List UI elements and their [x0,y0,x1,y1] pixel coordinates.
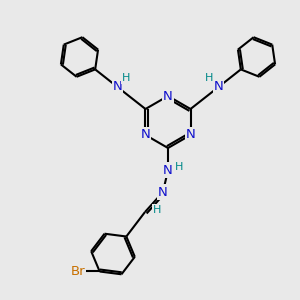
Text: N: N [214,80,224,94]
Text: H: H [205,73,214,83]
Text: Br: Br [70,265,85,278]
Text: N: N [186,128,195,142]
Text: N: N [112,80,122,94]
Text: H: H [175,162,183,172]
Text: N: N [141,128,150,142]
Text: H: H [153,205,161,215]
Text: N: N [158,185,168,199]
Text: H: H [122,73,131,83]
Text: N: N [163,164,173,176]
Text: N: N [163,89,173,103]
